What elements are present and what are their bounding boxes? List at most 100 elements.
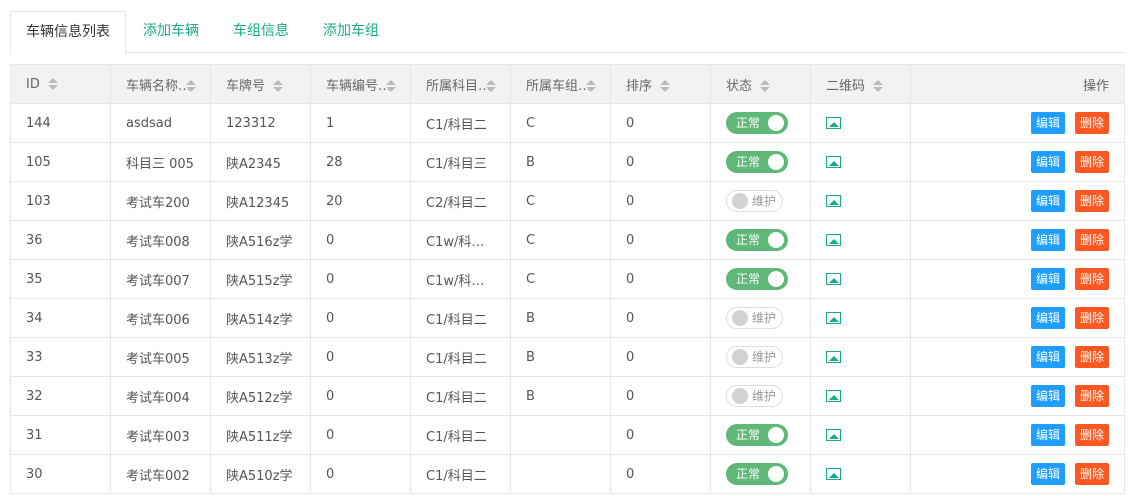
sort-icon[interactable] <box>660 79 671 93</box>
cell: C <box>510 181 611 221</box>
status-toggle[interactable]: 正常 <box>726 463 788 485</box>
qr-cell <box>810 337 911 377</box>
column-header[interactable]: 车辆名称 <box>110 64 211 104</box>
table-row: 30 考试车002 陕A510z学 0 C1/科目二 0 正常 编辑 删除 <box>10 454 1125 494</box>
column-header[interactable]: 所属科目 <box>410 64 511 104</box>
sort-icon[interactable] <box>873 79 884 93</box>
tab-add-vehicle[interactable]: 添加车辆 <box>143 23 199 39</box>
delete-button[interactable]: 删除 <box>1074 190 1109 212</box>
sort-icon[interactable] <box>386 79 397 93</box>
column-label: 排序 <box>626 78 653 94</box>
delete-button[interactable]: 删除 <box>1074 112 1109 134</box>
edit-button[interactable]: 编辑 <box>1030 190 1065 212</box>
tab-bar: 车辆信息列表 添加车辆 车组信息 添加车组 <box>10 11 1125 54</box>
edit-button[interactable]: 编辑 <box>1030 268 1065 290</box>
status-cell: 维护 <box>710 376 811 416</box>
actions-cell: 编辑 删除 <box>910 259 1125 299</box>
delete-button[interactable]: 删除 <box>1074 424 1109 446</box>
sort-icon[interactable] <box>186 79 197 93</box>
column-header[interactable]: 二维码 <box>810 64 911 104</box>
image-icon[interactable] <box>826 156 841 168</box>
cell: 0 <box>310 337 411 377</box>
image-icon[interactable] <box>826 429 841 441</box>
image-icon[interactable] <box>826 234 841 246</box>
cell: C1/科目三 <box>410 142 511 182</box>
cell: 144 <box>10 103 111 143</box>
column-header[interactable]: ID <box>10 64 111 104</box>
edit-button[interactable]: 编辑 <box>1030 463 1065 485</box>
cell: C1w/科目... <box>410 220 511 260</box>
edit-button[interactable]: 编辑 <box>1030 346 1065 368</box>
image-icon[interactable] <box>826 195 841 207</box>
delete-button[interactable]: 删除 <box>1074 463 1109 485</box>
delete-button[interactable]: 删除 <box>1074 346 1109 368</box>
cell: C <box>510 259 611 299</box>
status-toggle[interactable]: 正常 <box>726 268 788 290</box>
cell: 陕A511z学 <box>210 415 311 455</box>
sort-icon[interactable] <box>47 77 58 91</box>
sort-icon[interactable] <box>486 79 497 93</box>
status-toggle[interactable]: 维护 <box>726 346 783 368</box>
status-label: 正常 <box>736 467 761 481</box>
cell: 陕A512z学 <box>210 376 311 416</box>
toggle-knob <box>732 193 748 209</box>
edit-button[interactable]: 编辑 <box>1030 229 1065 251</box>
cell: 0 <box>310 376 411 416</box>
image-icon[interactable] <box>826 117 841 129</box>
status-toggle[interactable]: 正常 <box>726 229 788 251</box>
image-icon[interactable] <box>826 390 841 402</box>
status-cell: 正常 <box>710 454 811 494</box>
table-row: 105 科目三 005 陕A2345 28 C1/科目三 B 0 正常 编辑 删除 <box>10 142 1125 182</box>
cell: 0 <box>610 103 711 143</box>
sort-icon[interactable] <box>586 79 597 93</box>
cell: 0 <box>610 142 711 182</box>
cell: 考试车003 <box>110 415 211 455</box>
delete-button[interactable]: 删除 <box>1074 385 1109 407</box>
status-toggle[interactable]: 维护 <box>726 190 783 212</box>
edit-button[interactable]: 编辑 <box>1030 307 1065 329</box>
column-header[interactable]: 所属车组 <box>510 64 611 104</box>
actions-cell: 编辑 删除 <box>910 298 1125 338</box>
delete-button[interactable]: 删除 <box>1074 229 1109 251</box>
tab-vehicle-list[interactable]: 车辆信息列表 <box>10 11 126 54</box>
status-toggle[interactable]: 维护 <box>726 385 783 407</box>
status-toggle[interactable]: 正常 <box>726 151 788 173</box>
cell: 20 <box>310 181 411 221</box>
column-label: 二维码 <box>826 78 866 94</box>
cell: 考试车007 <box>110 259 211 299</box>
tab-group-info[interactable]: 车组信息 <box>233 23 289 39</box>
image-icon[interactable] <box>826 312 841 324</box>
status-toggle[interactable]: 维护 <box>726 307 783 329</box>
sort-icon[interactable] <box>273 79 284 93</box>
toggle-knob <box>732 388 748 404</box>
cell: C1/科目二 <box>410 376 511 416</box>
cell: 考试车006 <box>110 298 211 338</box>
status-toggle[interactable]: 正常 <box>726 424 788 446</box>
column-header[interactable]: 状态 <box>710 64 811 104</box>
table-row: 34 考试车006 陕A514z学 0 C1/科目二 B 0 维护 编辑 删除 <box>10 298 1125 338</box>
image-icon[interactable] <box>826 273 841 285</box>
image-icon[interactable] <box>826 351 841 363</box>
cell: C1/科目二 <box>410 298 511 338</box>
delete-button[interactable]: 删除 <box>1074 307 1109 329</box>
edit-button[interactable]: 编辑 <box>1030 151 1065 173</box>
column-label: 操作 <box>1082 78 1109 94</box>
image-icon[interactable] <box>826 468 841 480</box>
column-header[interactable]: 排序 <box>610 64 711 104</box>
delete-button[interactable]: 删除 <box>1074 268 1109 290</box>
edit-button[interactable]: 编辑 <box>1030 385 1065 407</box>
status-toggle[interactable]: 正常 <box>726 112 788 134</box>
delete-button[interactable]: 删除 <box>1074 151 1109 173</box>
sort-icon[interactable] <box>760 79 771 93</box>
cell: 34 <box>10 298 111 338</box>
cell <box>510 415 611 455</box>
cell: 0 <box>610 376 711 416</box>
edit-button[interactable]: 编辑 <box>1030 112 1065 134</box>
cell: 陕A12345 <box>210 181 311 221</box>
cell: 考试车005 <box>110 337 211 377</box>
column-header[interactable]: 车辆编号 <box>310 64 411 104</box>
edit-button[interactable]: 编辑 <box>1030 424 1065 446</box>
column-header[interactable]: 车牌号 <box>210 64 311 104</box>
cell: B <box>510 142 611 182</box>
tab-add-group[interactable]: 添加车组 <box>323 23 379 39</box>
